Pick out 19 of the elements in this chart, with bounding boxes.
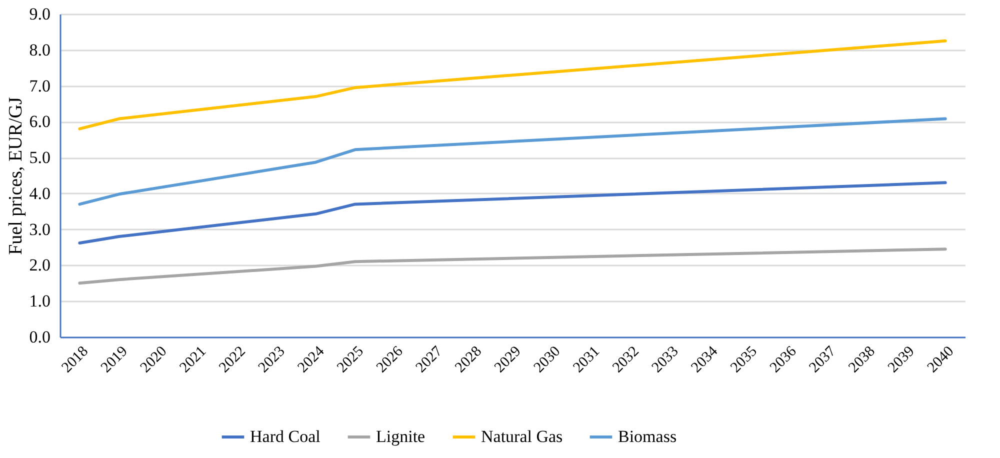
legend-label: Natural Gas [481, 427, 563, 446]
y-tick-label: 8.0 [29, 40, 50, 60]
y-tick-label: 5.0 [29, 148, 50, 168]
y-tick-label: 3.0 [29, 220, 50, 239]
line-series [78, 117, 947, 206]
line-series [78, 248, 947, 285]
legend-label: Biomass [618, 427, 677, 446]
y-tick-label: 4.0 [29, 184, 50, 203]
line-series [78, 39, 947, 130]
y-tick-label: 9.0 [29, 4, 50, 24]
y-tick-label: 1.0 [29, 292, 50, 311]
y-axis-title: Fuel prices, EUR/GJ [5, 97, 26, 255]
y-tick-label: 0.0 [29, 328, 50, 346]
legend-label: Lignite [376, 427, 426, 446]
legend-label: Hard Coal [250, 427, 321, 446]
line-series [78, 181, 947, 244]
y-tick-label: 6.0 [29, 112, 50, 132]
y-tick-label: 7.0 [29, 76, 50, 96]
y-tick-label: 2.0 [29, 256, 50, 275]
